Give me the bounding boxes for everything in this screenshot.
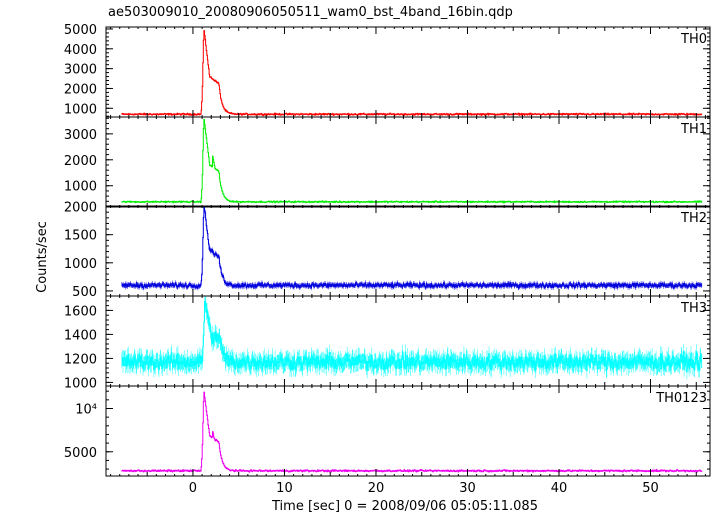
y-tick-label: 2000 [64, 82, 97, 97]
y-tick-label: 5000 [64, 23, 97, 38]
light-curve-th2 [121, 207, 703, 289]
y-tick-label: 1000 [64, 376, 97, 391]
y-tick-label: 1200 [64, 352, 97, 367]
x-tick-label: 20 [368, 481, 385, 496]
panel-frame-th1 [105, 116, 711, 208]
series-label-th2: TH2 [680, 211, 707, 226]
x-axis-label: Time [sec] 0 = 2008/09/06 05:05:11.085 [271, 499, 538, 514]
light-curve-th1 [121, 119, 703, 204]
series-label-th1: TH1 [680, 122, 707, 137]
y-tick-label: 500 [72, 285, 97, 300]
y-tick-label: 4000 [64, 43, 97, 58]
light-curve-errorbars-th3 [121, 296, 703, 380]
y-tick-label: 1600 [64, 304, 97, 319]
chart-title: ae503009010_20080906050511_wam0_bst_4ban… [108, 5, 513, 20]
series-label-th3: TH3 [680, 301, 707, 316]
y-tick-label: 1000 [64, 180, 97, 195]
y-tick-label: 1500 [64, 229, 97, 244]
y-tick-label: 1400 [64, 328, 97, 343]
light-curve-th3 [121, 301, 703, 373]
y-tick-label: 5000 [64, 446, 97, 461]
series-label-th0123: TH0123 [655, 391, 707, 406]
series-label-th0: TH0 [680, 32, 707, 47]
y-tick-label: 10⁴ [75, 403, 97, 418]
x-tick-label: 10 [276, 481, 293, 496]
x-tick-label: 30 [459, 481, 476, 496]
y-axis-label: Counts/sec [35, 221, 50, 293]
panel-frame-th0 [105, 26, 711, 118]
y-tick-label: 2000 [64, 201, 97, 216]
x-tick-label: 40 [551, 481, 568, 496]
light-curve-th0123 [121, 391, 703, 473]
y-tick-label: 3000 [64, 63, 97, 78]
y-tick-label: 3000 [64, 128, 97, 143]
y-tick-label: 2000 [64, 154, 97, 169]
panel-frame-th0123 [105, 385, 711, 477]
x-tick-label: 50 [642, 481, 659, 496]
light-curve-th0 [121, 30, 703, 116]
panel-frame-th3 [105, 295, 711, 387]
x-tick-label: 0 [189, 481, 197, 496]
y-tick-label: 1000 [64, 257, 97, 272]
y-tick-label: 1000 [64, 102, 97, 117]
